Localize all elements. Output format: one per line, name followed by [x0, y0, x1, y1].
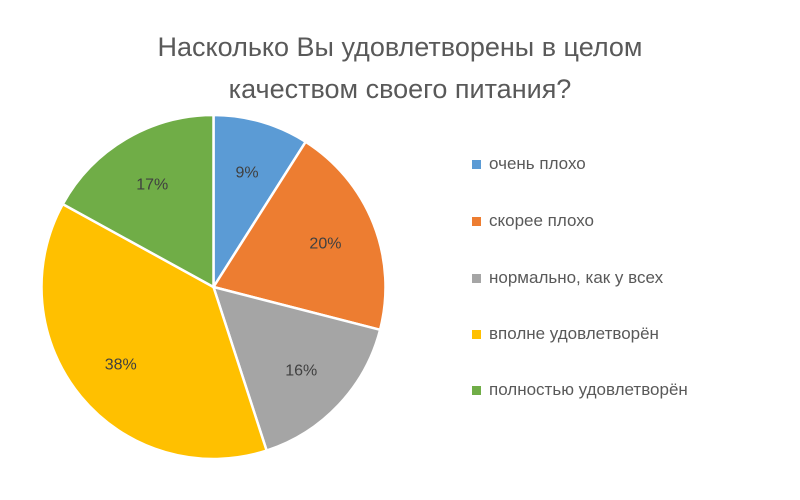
legend-swatch-icon [472, 216, 481, 226]
legend-swatch-icon [472, 329, 481, 339]
legend-swatch-icon [472, 159, 481, 169]
chart-title-line-1: Насколько Вы удовлетворены в целом [157, 32, 643, 62]
chart-title-line-2: качеством своего питания? [228, 74, 572, 104]
slice-rather-bad [212, 140, 387, 332]
legend-swatch-icon [472, 385, 481, 395]
legend-item-very-bad: очень плохо [472, 150, 586, 178]
legend-swatch-icon [472, 273, 481, 283]
slice-normal [212, 285, 382, 452]
legend-label: полностью удовлетворён [489, 380, 688, 399]
pie-data-labels: 9% 20% 16% 38% 17% [105, 164, 342, 379]
chart-title: Насколько Вы удовлетворены в целом качес… [0, 26, 800, 110]
data-label: 16% [285, 362, 317, 379]
data-label: 38% [105, 357, 137, 374]
legend-label: вполне удовлетворён [489, 324, 659, 343]
legend-label: очень плохо [489, 154, 586, 173]
data-label: 20% [309, 236, 341, 253]
legend-item-quite-satisfied: вполне удовлетворён [472, 320, 659, 348]
legend-label: скорее плохо [489, 211, 595, 230]
slice-quite-satisfied [40, 202, 268, 461]
legend-item-rather-bad: скорее плохо [472, 207, 594, 235]
legend-label: нормально, как у всех [489, 268, 664, 287]
data-label: 17% [136, 176, 168, 193]
slice-very-bad [212, 113, 307, 289]
pie-slices [40, 113, 387, 461]
data-label: 9% [236, 164, 259, 181]
slice-fully-satisfied [61, 113, 215, 289]
legend-item-normal: нормально, как у всех [472, 264, 663, 292]
legend-item-fully-satisfied: полностью удовлетворён [472, 376, 688, 404]
